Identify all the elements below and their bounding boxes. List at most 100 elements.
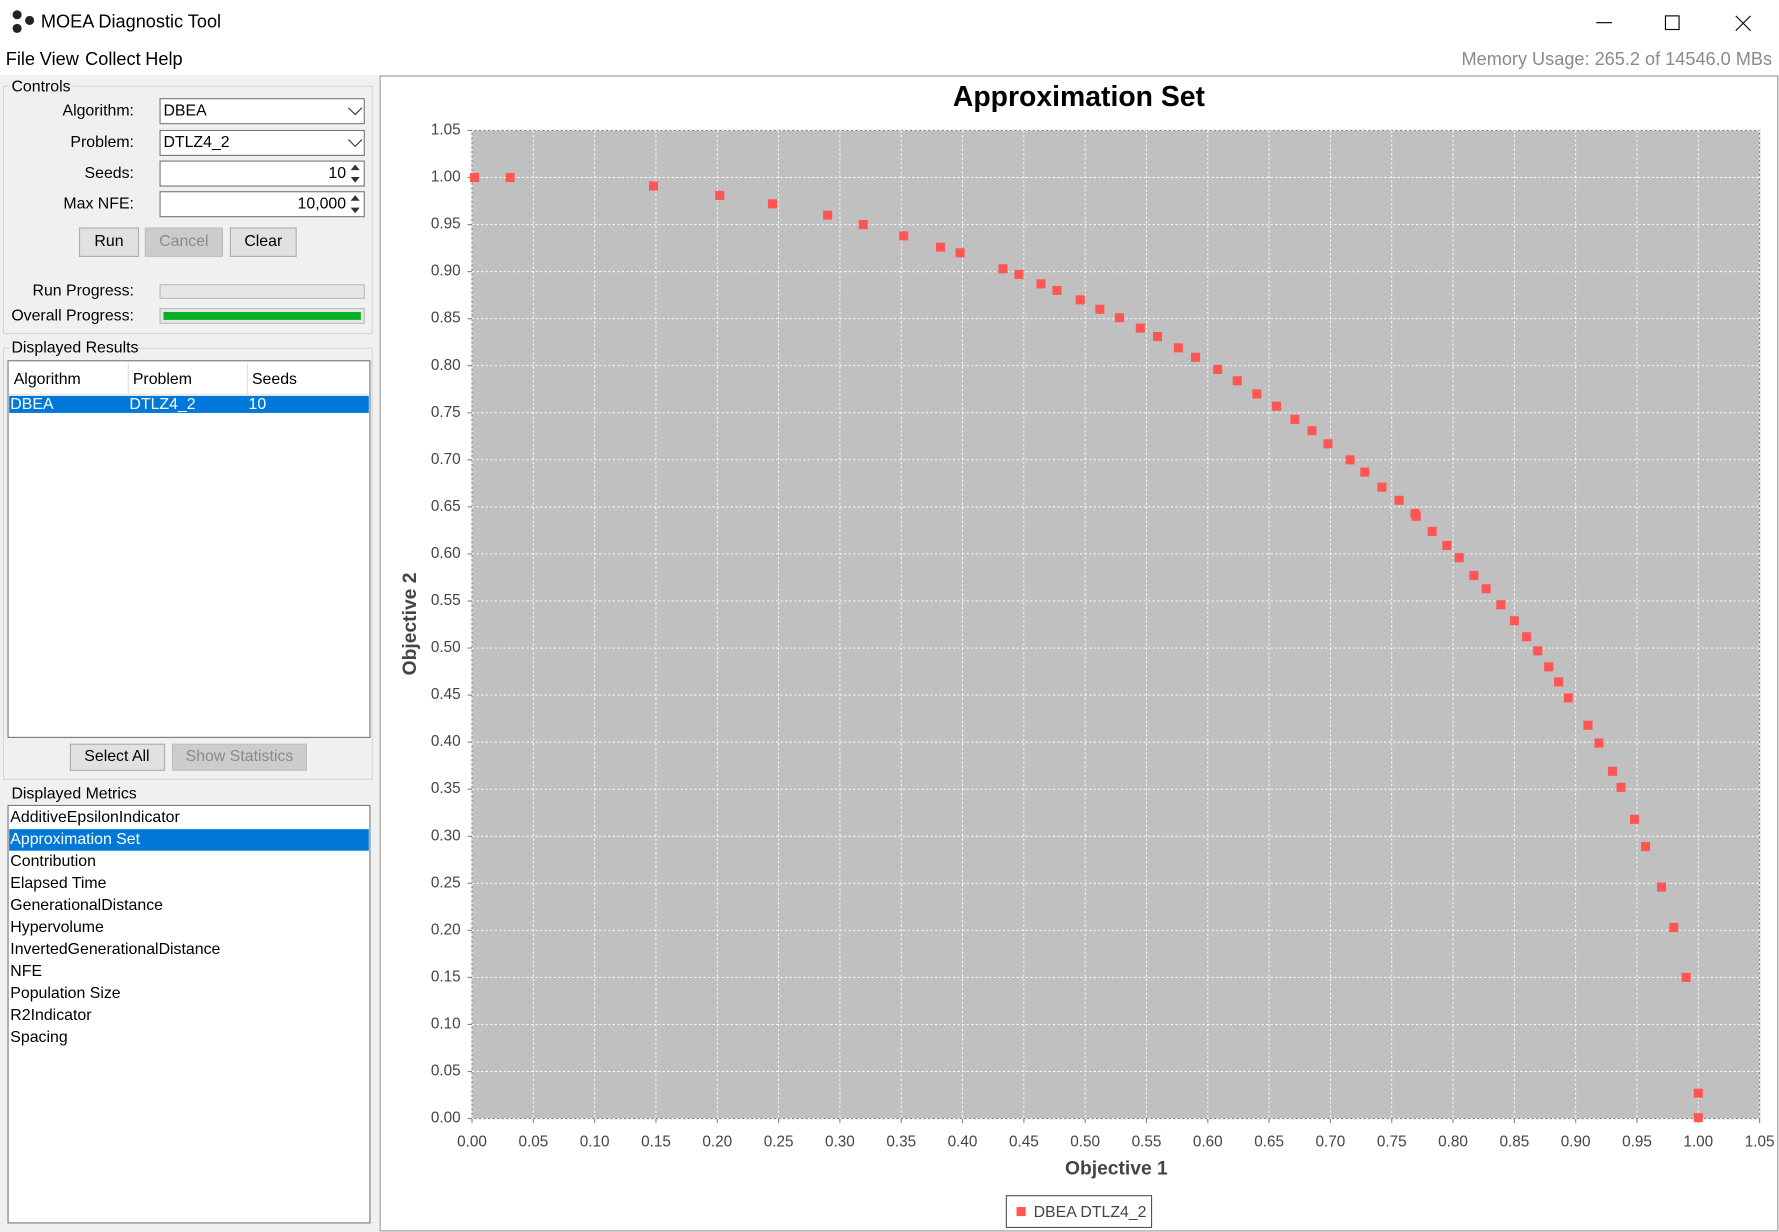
metric-item[interactable]: Spacing (10, 1029, 67, 1046)
x-tick-label: 0.65 (1254, 1133, 1284, 1150)
point (505, 172, 515, 183)
y-tick-label: 0.75 (431, 404, 461, 421)
point (1323, 439, 1333, 449)
close[interactable] (1735, 15, 1751, 32)
clear-button[interactable] (229, 227, 297, 257)
spinner-arrows[interactable] (350, 164, 360, 183)
menu-item[interactable]: File (6, 49, 35, 69)
select-all-button[interactable] (69, 743, 166, 771)
column-header: Problem (133, 371, 192, 388)
point (648, 181, 659, 191)
point (1271, 401, 1281, 411)
menu-item[interactable]: Collect (85, 49, 140, 69)
run-button[interactable] (78, 227, 140, 257)
x-tick-label: 1.00 (1683, 1133, 1713, 1150)
table-row[interactable] (9, 395, 369, 413)
metric-item[interactable]: AdditiveEpsilonIndicator (10, 809, 180, 826)
metric-item[interactable]: Contribution (10, 853, 96, 870)
column-header: Seeds (252, 371, 297, 388)
point (1496, 600, 1506, 610)
point (715, 190, 725, 200)
button-label: Show Statistics (186, 748, 294, 765)
point (1190, 352, 1201, 362)
group-title: Displayed Results (11, 339, 138, 356)
seeds-spinner[interactable] (159, 160, 365, 187)
x-tick-label: 0.75 (1377, 1133, 1407, 1150)
app-icon (12, 10, 35, 33)
x-tick-label: 0.60 (1193, 1133, 1223, 1150)
point (1135, 323, 1145, 333)
y-tick-label: 0.95 (431, 216, 461, 233)
label: Overall Progress: (11, 308, 134, 325)
button-label: Select All (84, 748, 149, 765)
maximize[interactable] (1664, 15, 1680, 31)
legend-label: DBEA DTLZ4_2 (1034, 1204, 1147, 1221)
point (1641, 842, 1651, 852)
point (1232, 376, 1242, 386)
x-tick-label: 0.10 (580, 1133, 610, 1150)
x-tick-label: 0.45 (1009, 1133, 1039, 1150)
problem-select[interactable] (159, 129, 365, 156)
menu-item[interactable]: Help (145, 49, 182, 69)
point (767, 199, 778, 209)
point (1345, 455, 1355, 465)
point (1594, 738, 1604, 748)
point (1681, 972, 1691, 982)
menu-bar (0, 43, 1779, 75)
point (1036, 279, 1046, 289)
point (1411, 511, 1421, 521)
cancel-button[interactable] (144, 227, 224, 257)
point (1307, 426, 1317, 436)
point (1252, 389, 1262, 399)
show-statistics-button[interactable] (171, 743, 307, 771)
point (1563, 693, 1573, 703)
metric-item[interactable]: Hypervolume (10, 919, 104, 936)
x-tick-label: 0.95 (1622, 1133, 1652, 1150)
point (1522, 632, 1532, 642)
point (1583, 720, 1593, 730)
algorithm-select[interactable] (159, 98, 365, 125)
point (823, 210, 833, 220)
metric-item[interactable]: InvertedGenerationalDistance (10, 941, 220, 958)
results-group (2, 347, 373, 780)
metric-item[interactable]: R2Indicator (10, 1007, 92, 1024)
y-tick-label: 0.65 (431, 498, 461, 515)
point (1629, 814, 1640, 824)
point (1290, 414, 1300, 424)
x-tick-label: 0.05 (518, 1133, 548, 1150)
y-tick-label: 0.25 (431, 874, 461, 891)
metric-item[interactable]: NFE (10, 963, 42, 980)
metric-item[interactable]: Approximation Set (10, 831, 140, 848)
nfe-spinner[interactable] (159, 191, 365, 218)
point (955, 248, 965, 258)
metric-item[interactable]: Elapsed Time (10, 875, 106, 892)
x-tick-label: 0.55 (1132, 1133, 1162, 1150)
metrics-list (7, 804, 371, 1224)
y-tick-label: 0.60 (431, 545, 461, 562)
spinner-arrows[interactable] (350, 195, 360, 214)
point (1693, 1113, 1703, 1123)
x-tick-label: 0.50 (1070, 1133, 1100, 1150)
point (998, 264, 1008, 274)
menu-item[interactable]: View (40, 49, 80, 69)
metric-item[interactable]: GenerationalDistance (10, 897, 163, 914)
x-tick-label: 0.00 (457, 1133, 487, 1150)
metric-item[interactable]: Population Size (10, 985, 120, 1002)
x-tick-label: 0.40 (948, 1133, 978, 1150)
group-title: Displayed Metrics (11, 785, 136, 802)
x-tick-label: 0.90 (1561, 1133, 1591, 1150)
point (899, 231, 909, 241)
y-tick-label: 1.05 (431, 122, 461, 139)
legend-box (1005, 1195, 1153, 1229)
table-cell: DBEA (10, 396, 54, 413)
point (1052, 285, 1062, 295)
select-value: DTLZ4_2 (163, 134, 229, 151)
point (1469, 571, 1479, 581)
point (469, 172, 480, 183)
point (1213, 364, 1223, 375)
y-tick-label: 0.30 (431, 827, 461, 844)
label-bg (9, 78, 73, 95)
point (1442, 540, 1452, 550)
results-table (7, 360, 371, 738)
